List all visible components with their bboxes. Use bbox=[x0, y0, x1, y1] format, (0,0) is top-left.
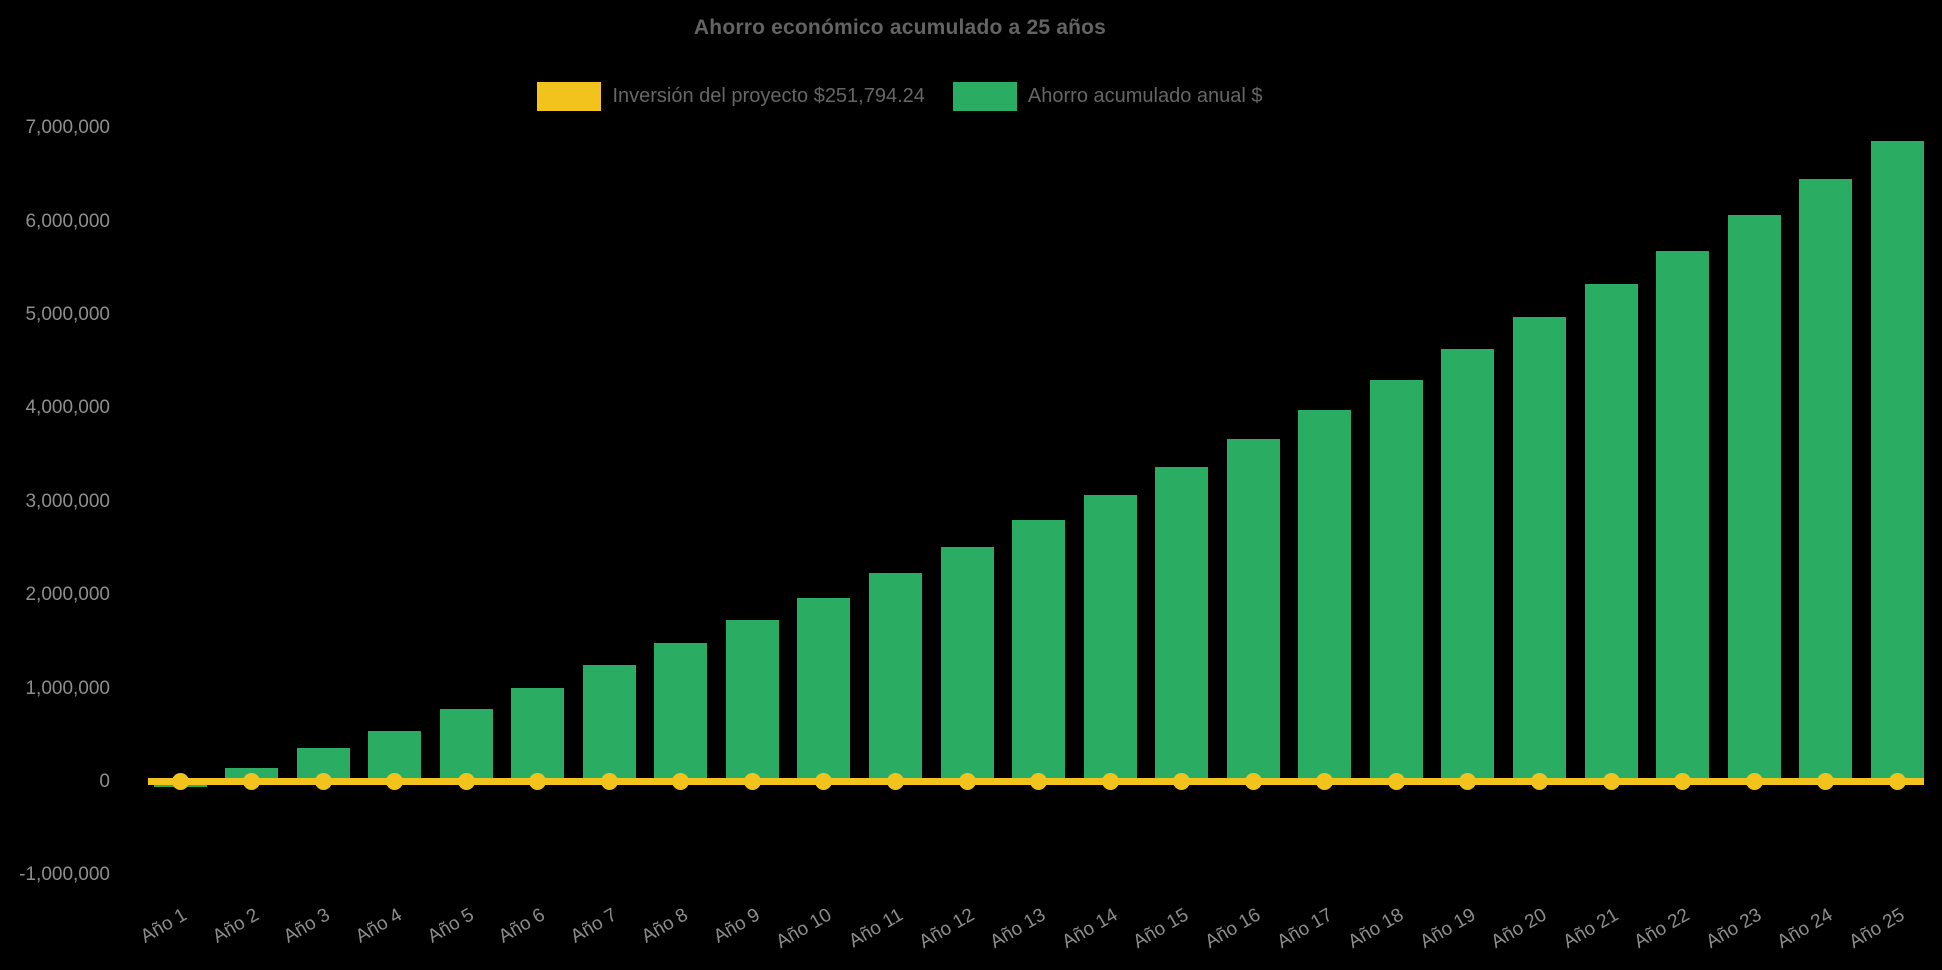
y-axis-tick-label: 3,000,000 bbox=[25, 490, 110, 512]
x-axis-tick-label: Año 13 bbox=[986, 904, 1050, 953]
chart-title: Ahorro económico acumulado a 25 años bbox=[693, 16, 1107, 39]
chart-legend: Inversión del proyecto $251,794.24 Ahorro… bbox=[0, 82, 1800, 111]
investment-line-point[interactable] bbox=[1173, 772, 1191, 790]
x-axis-tick-label: Año 1 bbox=[137, 904, 191, 948]
x-axis-tick-label: Año 8 bbox=[638, 904, 692, 948]
bar-año-16[interactable] bbox=[1226, 439, 1280, 782]
bar-año-23[interactable] bbox=[1727, 215, 1781, 782]
y-axis-tick-label: 7,000,000 bbox=[25, 117, 110, 139]
x-axis-tick-label: Año 2 bbox=[209, 904, 263, 948]
bar-año-24[interactable] bbox=[1799, 178, 1853, 782]
y-axis-tick-label: 2,000,000 bbox=[25, 584, 110, 606]
legend-swatch-bar bbox=[952, 82, 1017, 111]
x-axis-tick-label: Año 12 bbox=[915, 904, 979, 953]
investment-line-point[interactable] bbox=[1888, 772, 1906, 790]
investment-line-point[interactable] bbox=[1244, 772, 1262, 790]
investment-line-point[interactable] bbox=[887, 772, 904, 790]
y-axis-tick-label: 1,000,000 bbox=[25, 677, 110, 699]
bar-año-13[interactable] bbox=[1012, 520, 1066, 782]
bar-año-10[interactable] bbox=[797, 598, 851, 782]
y-axis-tick-label: -1,000,000 bbox=[19, 864, 110, 886]
x-axis-tick-label: Año 10 bbox=[772, 904, 835, 953]
investment-line-point[interactable] bbox=[1674, 772, 1692, 790]
bar-año-19[interactable] bbox=[1441, 348, 1495, 782]
x-axis-tick-label: Año 14 bbox=[1058, 904, 1122, 953]
bar-año-17[interactable] bbox=[1298, 410, 1352, 782]
x-axis-tick-label: Año 17 bbox=[1273, 904, 1336, 953]
bar-año-22[interactable] bbox=[1656, 250, 1710, 782]
investment-line-point[interactable] bbox=[815, 772, 833, 790]
investment-line-point[interactable] bbox=[1602, 772, 1620, 790]
investment-line-point[interactable] bbox=[386, 772, 404, 790]
x-axis-tick-label: Año 11 bbox=[845, 904, 907, 953]
legend-item-inversion[interactable]: Inversión del proyecto $251,794.24 bbox=[537, 82, 925, 111]
x-axis-tick-label: Año 6 bbox=[495, 904, 549, 948]
y-axis-tick-label: 6,000,000 bbox=[25, 210, 110, 232]
y-axis-tick-label: 4,000,000 bbox=[25, 397, 110, 419]
x-axis-tick-label: Año 5 bbox=[423, 904, 478, 948]
investment-line-point[interactable] bbox=[1459, 772, 1477, 790]
investment-line-point[interactable] bbox=[1101, 772, 1119, 790]
legend-label: Inversión del proyecto $251,794.24 bbox=[612, 85, 925, 107]
x-axis-tick-label: Año 23 bbox=[1702, 904, 1766, 953]
investment-line-point[interactable] bbox=[1530, 772, 1548, 790]
x-axis-tick-label: Año 9 bbox=[709, 904, 764, 948]
investment-line-point[interactable] bbox=[1387, 772, 1405, 790]
bar-año-5[interactable] bbox=[439, 709, 493, 782]
x-axis-tick-label: Año 25 bbox=[1845, 904, 1909, 953]
bar-año-12[interactable] bbox=[940, 546, 994, 782]
bar-año-18[interactable] bbox=[1369, 380, 1423, 782]
legend-swatch-line bbox=[537, 82, 602, 111]
bar-año-11[interactable] bbox=[869, 572, 922, 782]
bar-año-7[interactable] bbox=[582, 665, 636, 782]
investment-line-point[interactable] bbox=[1316, 772, 1334, 790]
legend-item-ahorro[interactable]: Ahorro acumulado anual $ bbox=[952, 82, 1263, 111]
investment-line-point[interactable] bbox=[1817, 772, 1835, 790]
bar-año-15[interactable] bbox=[1155, 467, 1209, 782]
x-axis-tick-label: Año 19 bbox=[1416, 904, 1479, 953]
investment-line-point[interactable] bbox=[171, 772, 189, 790]
x-axis-tick-label: Año 4 bbox=[352, 904, 406, 948]
bar-año-8[interactable] bbox=[654, 642, 708, 782]
investment-line-point[interactable] bbox=[743, 772, 761, 790]
x-axis-tick-label: Año 18 bbox=[1344, 904, 1408, 953]
investment-line-point[interactable] bbox=[600, 772, 618, 790]
x-axis-tick-label: Año 15 bbox=[1130, 904, 1193, 953]
investment-line-point[interactable] bbox=[529, 772, 547, 790]
bar-año-6[interactable] bbox=[511, 687, 565, 782]
y-axis-tick-label: 5,000,000 bbox=[25, 304, 110, 325]
x-axis-tick-label: Año 3 bbox=[280, 904, 335, 948]
bar-año-21[interactable] bbox=[1584, 284, 1638, 782]
investment-line-point[interactable] bbox=[314, 772, 332, 790]
bar-año-14[interactable] bbox=[1083, 495, 1137, 782]
bar-año-25[interactable] bbox=[1870, 141, 1924, 782]
investment-line-point[interactable] bbox=[672, 772, 690, 790]
x-axis-tick-label: Año 7 bbox=[566, 904, 621, 948]
x-axis-tick-label: Año 20 bbox=[1487, 904, 1551, 953]
investment-line-point[interactable] bbox=[1745, 772, 1763, 790]
x-axis-tick-label: Año 16 bbox=[1201, 904, 1265, 953]
x-axis-tick-label: Año 22 bbox=[1630, 904, 1694, 953]
investment-line-point[interactable] bbox=[958, 772, 976, 790]
y-axis-tick-label: 0 bbox=[99, 771, 110, 792]
x-axis-tick-label: Año 21 bbox=[1559, 904, 1622, 953]
investment-line-point[interactable] bbox=[1030, 772, 1048, 790]
investment-line-point[interactable] bbox=[243, 772, 261, 790]
legend-label: Ahorro acumulado anual $ bbox=[1027, 85, 1263, 107]
investment-line-point[interactable] bbox=[457, 772, 475, 790]
x-axis-tick-label: Año 24 bbox=[1773, 904, 1837, 953]
bar-año-9[interactable] bbox=[725, 620, 779, 782]
bar-año-20[interactable] bbox=[1512, 316, 1566, 782]
